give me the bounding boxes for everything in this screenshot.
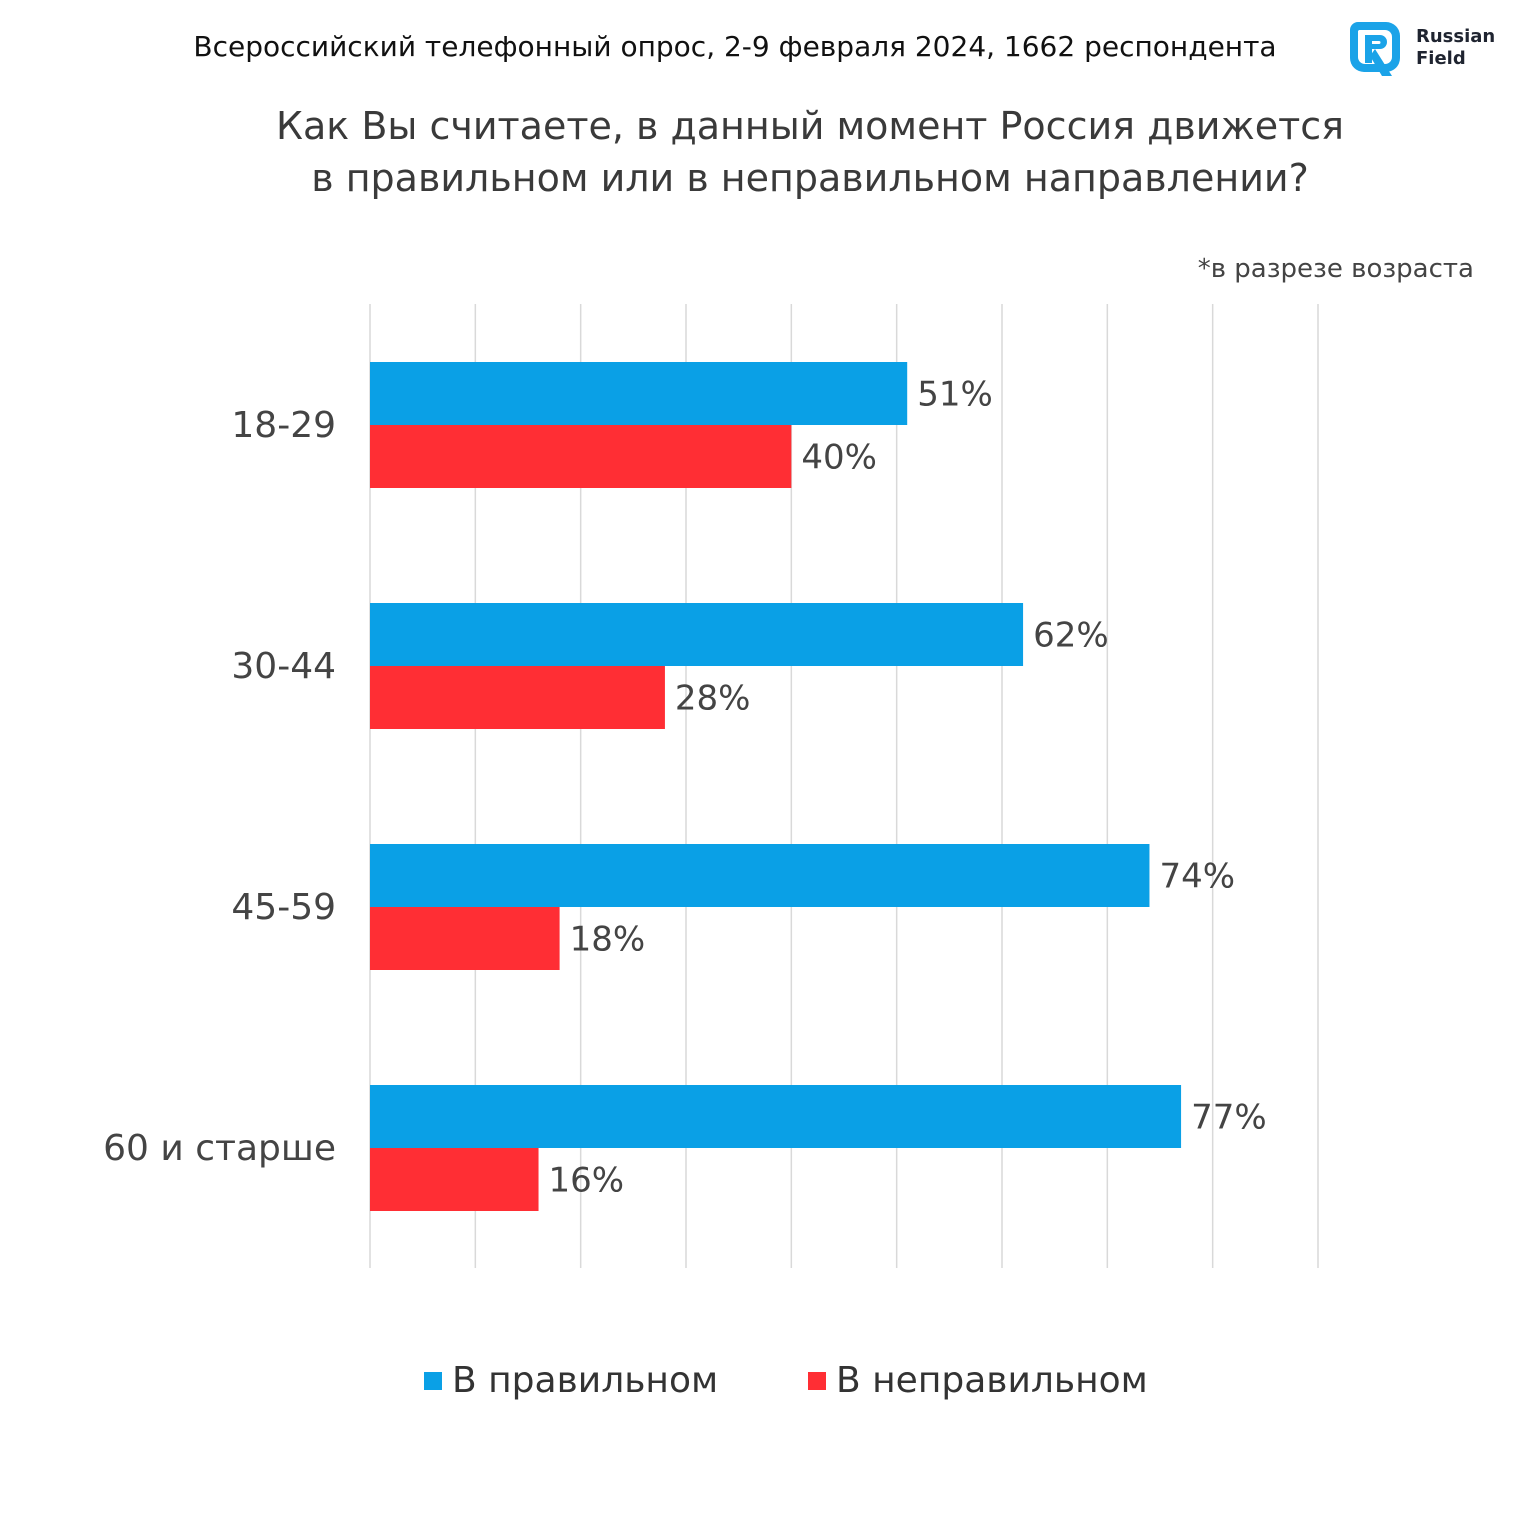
data-label-right-2: 74%	[1159, 857, 1235, 897]
legend-swatch-wrong	[808, 1371, 826, 1390]
russian-field-logo-icon	[1350, 22, 1400, 76]
data-label-wrong-0: 40%	[801, 438, 877, 478]
legend-item-wrong: В неправильном	[808, 1360, 1148, 1401]
data-label-right-3: 77%	[1191, 1098, 1267, 1138]
category-label-2: 45-59	[231, 887, 336, 928]
survey-info: Всероссийский телефонный опрос, 2-9 февр…	[193, 30, 1277, 63]
bar-right-3	[370, 1085, 1182, 1148]
bar-right-2	[370, 844, 1150, 907]
data-label-right-0: 51%	[917, 375, 993, 415]
legend: В правильном В неправильном	[0, 1360, 1536, 1410]
category-label-0: 18-29	[231, 405, 336, 446]
logo: Russian Field	[1346, 18, 1506, 82]
question-line1: Как Вы считаете, в данный момент Россия …	[276, 104, 1344, 148]
logo-text-line1: Russian	[1416, 26, 1496, 47]
bar-wrong-0	[370, 425, 792, 488]
data-label-wrong-2: 18%	[570, 920, 646, 960]
legend-label-right: В правильном	[452, 1360, 719, 1401]
logo-text-line2: Field	[1416, 48, 1466, 69]
bar-right-0	[370, 362, 908, 425]
data-label-wrong-3: 16%	[549, 1161, 625, 1201]
bar-wrong-3	[370, 1148, 539, 1211]
bar-right-1	[370, 603, 1024, 666]
question-line2: в правильном или в неправильном направле…	[311, 156, 1309, 200]
legend-label-wrong: В неправильном	[836, 1360, 1148, 1401]
bar-chart: 18-29 51% 40% 30-44 62% 28% 45-59 74% 18% 60 и ст…	[103, 304, 1319, 1268]
bar-wrong-1	[370, 666, 665, 729]
data-label-wrong-1: 28%	[675, 679, 751, 719]
legend-item-right: В правильном	[424, 1360, 718, 1401]
question-title: Как Вы считаете, в данный момент Россия …	[120, 100, 1500, 204]
category-label-1: 30-44	[231, 646, 336, 687]
data-label-right-1: 62%	[1033, 616, 1109, 656]
age-breakdown-note: *в разрезе возраста	[1197, 254, 1474, 284]
bar-wrong-2	[370, 907, 560, 970]
legend-swatch-right	[424, 1371, 442, 1390]
category-label-3: 60 и старше	[103, 1128, 336, 1169]
